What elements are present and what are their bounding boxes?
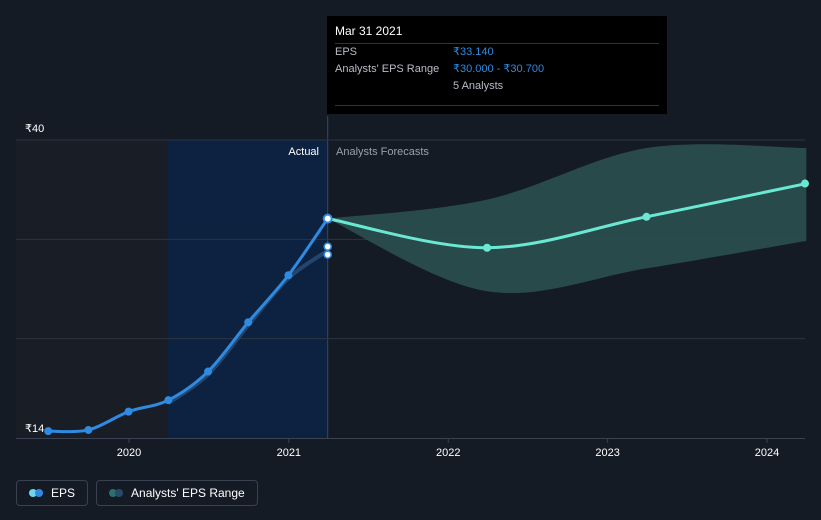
eps-forecast-point [483,243,492,252]
forecast-range-band [327,144,807,294]
tooltip-divider [335,105,659,106]
legend: EPS Analysts' EPS Range [16,480,258,506]
tooltip-range-row: Analysts' EPS Range ₹30.000 - ₹30.700 [335,61,659,78]
eps-actual-point [124,407,133,416]
legend-range-label: Analysts' EPS Range [131,486,245,500]
eps-actual-point [244,318,253,327]
eps-legend-icon [29,489,43,497]
eps-actual-point [322,213,333,224]
tooltip-range-value: ₹30.000 - ₹30.700 [453,63,545,75]
legend-eps-button[interactable]: EPS [16,480,89,506]
eps-actual-point [84,425,93,434]
eps-forecast-point [801,179,809,188]
eps-actual-point [284,271,293,280]
estimate-range-point [323,250,332,259]
tooltip-date: Mar 31 2021 [335,24,403,38]
x-tick-label: 2020 [117,447,141,459]
tooltip-range-label: Analysts' EPS Range [335,63,440,75]
eps-forecast-line [327,182,807,250]
past-period-shade [16,140,168,438]
actual-region-label: Actual [288,146,319,158]
tooltip-analysts-count: 5 Analysts [453,80,504,92]
tooltip-eps-label: EPS [335,46,358,58]
x-tick-label: 2021 [277,447,301,459]
tooltip: Mar 31 2021 EPS ₹33.140 Analysts' EPS Ra… [327,16,667,114]
eps-actual-point [204,367,213,376]
actual-period-highlight [168,140,328,438]
x-tick-label: 2023 [595,447,619,459]
legend-range-button[interactable]: Analysts' EPS Range [96,480,258,506]
estimate-range-point [323,242,332,251]
eps-actual-point [44,427,53,436]
x-tick-label: 2022 [436,447,460,459]
eps-actual-point [164,396,173,405]
tooltip-analysts-row: 5 Analysts [335,78,659,95]
legend-eps-label: EPS [51,486,76,500]
forecast-region-label: Analysts Forecasts [336,146,429,158]
tooltip-eps-value: ₹33.140 [453,46,494,58]
tooltip-eps-row: EPS ₹33.140 [335,43,659,61]
eps-forecast-point [642,212,651,221]
x-tick-label: 2024 [755,447,779,459]
range-legend-icon [109,489,124,497]
y-tick-label-bottom: ₹14 [25,423,44,435]
eps-chart: ₹40 ₹14 Actual Analysts Forecasts 2020 20… [16,116,809,459]
y-tick-label-top: ₹40 [25,123,44,135]
